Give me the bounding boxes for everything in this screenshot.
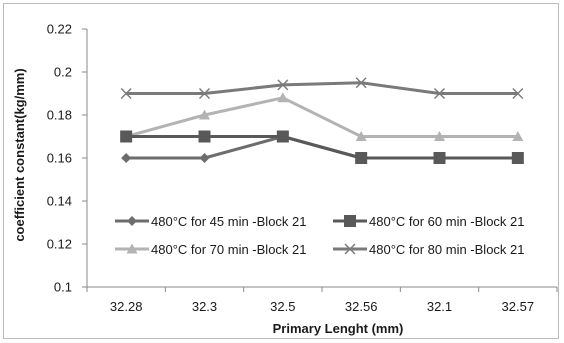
- x-tick-label: 32.56: [345, 299, 378, 314]
- legend-label: 480°C for 70 min -Block 21: [151, 242, 307, 257]
- series-line: [126, 81, 518, 95]
- x-tick-label: 32.57: [502, 299, 535, 314]
- x-tick-label: 32.5: [270, 299, 295, 314]
- legend-marker: [126, 243, 138, 254]
- y-tick-label: 0.22: [47, 22, 72, 37]
- data-point: [277, 79, 289, 91]
- series-line: [125, 96, 518, 138]
- legend-item-3: 480°C for 70 min -Block 21: [115, 242, 307, 257]
- x-marker-stroke: [199, 88, 210, 99]
- y-tick-label: 0.2: [54, 65, 72, 80]
- data-point: [199, 109, 210, 120]
- x-marker-stroke: [344, 243, 356, 255]
- x-marker-stroke: [120, 88, 132, 99]
- y-axis-title: coefficient constant(kg/mm): [12, 68, 27, 241]
- y-tick-label: 0.14: [47, 194, 72, 209]
- data-point: [434, 131, 445, 141]
- data-point: [276, 130, 289, 143]
- legend-label: 480°C for 80 min -Block 21: [369, 242, 525, 257]
- data-point: [512, 88, 524, 99]
- legend-marker: [344, 215, 356, 227]
- x-tick-label: 32.28: [110, 299, 143, 314]
- legend-marker: [344, 243, 356, 255]
- x-marker-stroke: [512, 88, 524, 99]
- x-tick-label: 32.1: [427, 299, 452, 314]
- legend-label: 480°C for 60 min -Block 21: [369, 214, 525, 229]
- x-marker-stroke: [277, 79, 289, 91]
- data-point: [199, 153, 210, 163]
- data-point: [199, 88, 210, 99]
- data-point: [121, 153, 132, 163]
- data-point: [120, 130, 133, 143]
- x-marker-stroke: [434, 88, 445, 99]
- y-tick-label: 0.12: [47, 237, 72, 252]
- legend-marker: [127, 216, 137, 226]
- x-axis-title: Primary Lenght (mm): [273, 321, 404, 336]
- x-marker-stroke: [355, 77, 367, 89]
- legend: 480°C for 45 min -Block 21 480°C for 60 m…: [115, 214, 525, 257]
- y-tick-label: 0.1: [54, 280, 72, 295]
- x-tick-label: 32.3: [192, 299, 217, 314]
- series-layer: [120, 77, 524, 164]
- y-tick-label: 0.16: [47, 151, 72, 166]
- data-point: [355, 131, 367, 141]
- data-point: [198, 130, 211, 143]
- legend-label: 480°C for 45 min -Block 21: [151, 214, 307, 229]
- series-line: [126, 135, 518, 160]
- data-point: [512, 131, 524, 141]
- data-point: [434, 88, 445, 99]
- legend-item-4: 480°C for 80 min -Block 21: [333, 242, 525, 257]
- x-axis: 32.28 32.3 32.5 32.56 32.1 32.57: [86, 286, 558, 314]
- legend-item-2: 480°C for 60 min -Block 21: [333, 214, 525, 229]
- data-point: [277, 92, 289, 103]
- y-tick-label: 0.18: [47, 108, 72, 123]
- y-axis: 0.1 0.12 0.14 0.16 0.18 0.2 0.22: [47, 22, 88, 295]
- data-point: [120, 88, 132, 99]
- chart-frame: [3, 3, 559, 339]
- data-point: [433, 152, 446, 164]
- legend-item-1: 480°C for 45 min -Block 21: [115, 214, 307, 229]
- data-point: [355, 152, 368, 164]
- series-3: [120, 92, 524, 141]
- series-2: [120, 130, 524, 164]
- series-4: [120, 77, 524, 99]
- data-point: [511, 152, 524, 164]
- data-point: [355, 77, 367, 89]
